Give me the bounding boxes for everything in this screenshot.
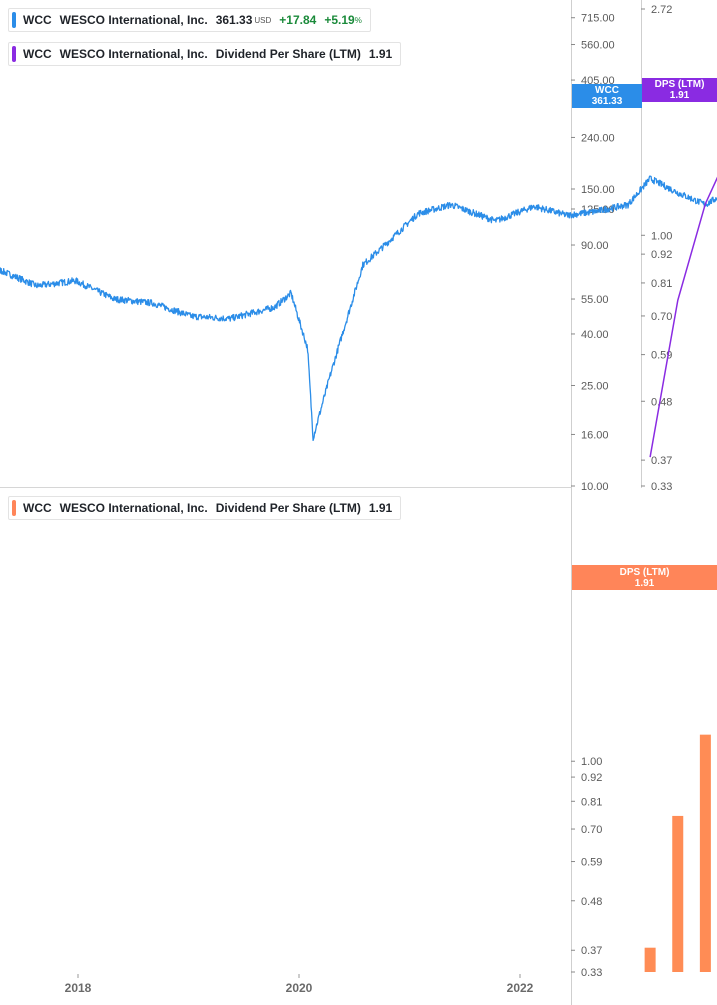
dps-tick-label-8: 0.33 — [651, 481, 672, 493]
legend-dps-top-swatch — [12, 46, 16, 62]
price-tick-label-3: 240.00 — [581, 132, 615, 144]
legend-dps-top-ticker: WCC — [23, 47, 52, 61]
price-tag: WCC 361.33 — [572, 84, 642, 108]
price-tick-label-6: 90.00 — [581, 240, 609, 252]
dps-tag-bottom-value: 1.91 — [634, 578, 655, 589]
dps-tag-bottom-title: DPS (LTM) — [619, 567, 670, 578]
price-tick-label-9: 25.00 — [581, 381, 609, 393]
legend-dps-bottom-ticker: WCC — [23, 501, 52, 515]
bar-tick-label-1: 0.92 — [581, 772, 602, 784]
dps-bar-2 — [699, 734, 711, 972]
legend-price-change-pct: +5.19 — [324, 13, 355, 27]
dps-line — [649, 176, 717, 458]
price-tick-label-8: 40.00 — [581, 329, 609, 341]
dps-tick-label-3: 0.81 — [651, 278, 672, 290]
dps-tag-top-title: DPS (LTM) — [654, 79, 705, 90]
price-tick-label-4: 150.00 — [581, 184, 615, 196]
x-tick-label-0: 2018 — [65, 981, 92, 995]
dps-tick-label-6: 0.48 — [651, 396, 672, 408]
dps-bar-0 — [644, 947, 656, 972]
price-tick-label-0: 715.00 — [581, 13, 615, 25]
legend-price-change-pct-unit: % — [354, 15, 362, 25]
dps-tick-label-7: 0.37 — [651, 455, 672, 467]
dps-tick-label-2: 0.92 — [651, 249, 672, 261]
legend-price-company: WESCO International, Inc. — [59, 13, 208, 27]
legend-dps-top-company: WESCO International, Inc. — [59, 47, 208, 61]
legend-price-change: +17.84 — [279, 13, 317, 27]
legend-dps-bottom-company: WESCO International, Inc. — [59, 501, 208, 515]
legend-dps-bottom-swatch — [12, 500, 16, 516]
price-tag-value: 361.33 — [591, 96, 623, 107]
legend-dps-top-metric: Dividend Per Share (LTM) — [215, 47, 361, 61]
dps-tag-top-value: 1.91 — [669, 90, 690, 101]
price-tick-label-10: 16.00 — [581, 429, 609, 441]
legend-dps-top-value: 1.91 — [368, 47, 393, 61]
bar-tick-label-7: 0.33 — [581, 967, 602, 979]
legend-price-swatch — [12, 12, 16, 28]
bar-tick-label-2: 0.81 — [581, 796, 602, 808]
price-tick-label-1: 560.00 — [581, 40, 615, 52]
dps-tick-label-0: 2.72 — [651, 4, 672, 16]
x-tick-label-2: 2022 — [507, 981, 534, 995]
bar-tick-label-4: 0.59 — [581, 857, 602, 869]
price-line — [0, 175, 717, 442]
bar-tick-label-0: 1.00 — [581, 756, 602, 768]
legend-dps-top[interactable]: WCC WESCO International, Inc. Dividend P… — [8, 42, 402, 66]
legend-price-value: 361.33 — [215, 13, 253, 27]
legend-price-currency: USD — [254, 15, 272, 25]
legend-dps-bottom-value: 1.91 — [368, 501, 393, 515]
legend-price[interactable]: WCC WESCO International, Inc. 361.33 USD… — [8, 8, 371, 32]
price-tag-title: WCC — [595, 85, 619, 96]
dps-tick-label-4: 0.70 — [651, 311, 672, 323]
dps-tick-label-1: 1.00 — [651, 230, 672, 242]
legend-price-ticker: WCC — [23, 13, 52, 27]
legend-dps-bottom-metric: Dividend Per Share (LTM) — [215, 501, 361, 515]
price-tick-label-7: 55.00 — [581, 294, 609, 306]
dps-bar-1 — [672, 815, 684, 972]
dps-tag-top: DPS (LTM) 1.91 — [642, 78, 717, 102]
bar-tick-label-6: 0.37 — [581, 945, 602, 957]
legend-dps-bottom[interactable]: WCC WESCO International, Inc. Dividend P… — [8, 496, 402, 520]
dps-tag-bottom: DPS (LTM) 1.91 — [572, 565, 717, 590]
price-tick-label-11: 10.00 — [581, 481, 609, 493]
bar-tick-label-5: 0.48 — [581, 896, 602, 908]
x-tick-label-1: 2020 — [286, 981, 313, 995]
bar-tick-label-3: 0.70 — [581, 824, 602, 836]
